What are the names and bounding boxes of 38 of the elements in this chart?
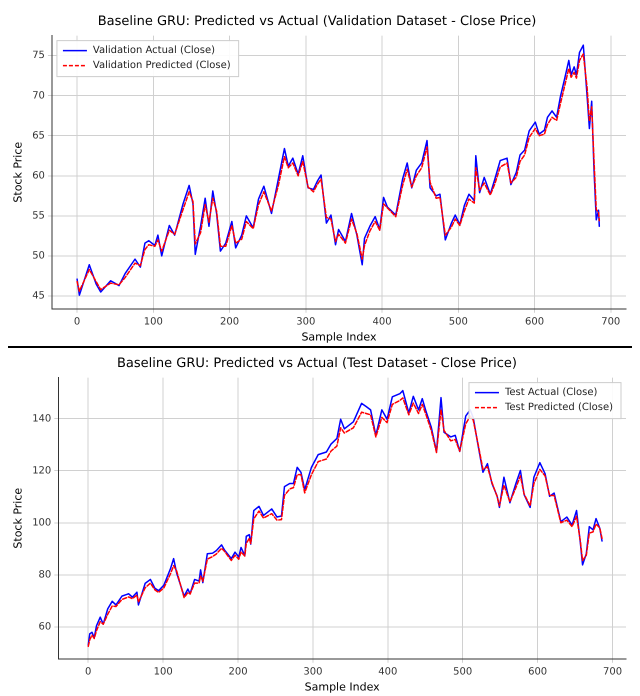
x-axis-title: Sample Index <box>301 330 377 344</box>
x-tick-label: 400 <box>372 316 392 328</box>
chart-title: Baseline GRU: Predicted vs Actual (Test Dataset - Close Price) <box>117 356 517 372</box>
y-tick-label: 45 <box>32 290 45 302</box>
y-tick-label: 65 <box>32 130 45 142</box>
x-tick-label: 0 <box>85 666 92 678</box>
x-tick-label: 700 <box>601 316 620 328</box>
x-tick-label: 0 <box>74 316 80 328</box>
y-tick-label: 140 <box>32 413 52 424</box>
y-tick-label: 50 <box>32 250 45 262</box>
legend-label: Validation Actual (Close) <box>92 45 216 56</box>
y-axis-title: Stock Price <box>11 142 24 203</box>
x-tick-label: 300 <box>296 316 316 328</box>
legend-label: Validation Predicted (Close) <box>92 60 231 72</box>
x-tick-label: 100 <box>154 666 173 678</box>
legend-label: Test Actual (Close) <box>504 387 598 398</box>
x-tick-label: 200 <box>228 666 248 678</box>
x-tick-label: 100 <box>144 316 163 328</box>
chart-title: Baseline GRU: Predicted vs Actual (Validation Dataset - Close Price) <box>98 14 536 30</box>
x-axis-title: Sample Index <box>304 680 380 694</box>
x-tick-label: 500 <box>453 666 472 678</box>
x-tick-label: 700 <box>602 666 622 678</box>
x-tick-label: 600 <box>524 316 544 328</box>
x-tick-label: 300 <box>303 666 322 678</box>
x-tick-label: 400 <box>378 666 398 678</box>
y-tick-label: 60 <box>38 621 52 632</box>
x-tick-label: 600 <box>528 666 548 678</box>
x-tick-label: 500 <box>448 316 468 328</box>
y-tick-label: 60 <box>32 170 45 182</box>
legend-label: Test Predicted (Close) <box>504 402 614 414</box>
y-tick-label: 70 <box>32 90 45 102</box>
y-tick-label: 55 <box>32 210 45 222</box>
y-tick-label: 75 <box>32 50 45 62</box>
y-axis-title: Stock Price <box>11 488 24 549</box>
y-tick-label: 80 <box>38 569 52 580</box>
y-tick-label: 100 <box>32 517 52 528</box>
x-tick-label: 200 <box>220 316 240 328</box>
y-tick-label: 120 <box>32 465 52 476</box>
